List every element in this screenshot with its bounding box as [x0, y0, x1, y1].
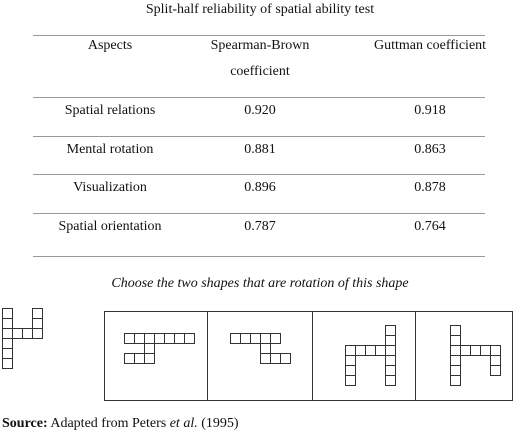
table-cell: 0.920 [244, 103, 276, 118]
table-cell: 0.918 [414, 103, 446, 118]
table-cell: 0.896 [244, 180, 276, 195]
shape-cell [355, 345, 366, 356]
table-cell: 0.863 [414, 142, 446, 157]
source-italic: et al. [169, 416, 198, 431]
shape-cell [385, 375, 396, 386]
shape-cell [365, 345, 376, 356]
shape-cell [184, 333, 195, 344]
shape-cell [134, 333, 145, 344]
shape-cell [2, 338, 13, 349]
shape-cell [470, 345, 481, 356]
rule [33, 35, 485, 36]
rule [33, 136, 485, 137]
shape-cell [260, 343, 271, 354]
shape-cell [450, 365, 461, 376]
table-cell: 0.787 [244, 219, 276, 234]
table-cell: 0.881 [244, 142, 276, 157]
shape-cell [144, 343, 155, 354]
shape-cell [450, 345, 461, 356]
source-text: Adapted from Peters [47, 416, 170, 431]
shape-cell [345, 355, 356, 366]
shape-cell [490, 365, 501, 376]
table-cell: Visualization [73, 180, 147, 195]
source-note: Source: Adapted from Peters et al. (1995… [2, 416, 239, 432]
shape-cell [270, 333, 281, 344]
shape-cell [2, 358, 13, 369]
shape-cell [174, 333, 185, 344]
shape-cell [260, 353, 271, 364]
figure [2, 308, 513, 401]
shape-cell [270, 353, 281, 364]
table-cell: Spatial relations [64, 103, 156, 118]
shape-cell [12, 328, 23, 339]
shape-cell [2, 318, 13, 329]
shape-cell [460, 345, 471, 356]
shape-cell [250, 333, 261, 344]
shape-cell [134, 353, 145, 364]
shape-cell [22, 328, 33, 339]
shape-cell [450, 355, 461, 366]
rule [33, 97, 485, 98]
shape-cell [490, 355, 501, 366]
answer-frame [104, 311, 513, 401]
rule [33, 174, 485, 175]
shape-cell [2, 348, 13, 359]
shape-cell [230, 333, 241, 344]
header-cell: Guttman coefficient [373, 38, 487, 53]
shapes [2, 308, 501, 386]
shape-cell [385, 345, 396, 356]
shape-cell [490, 345, 501, 356]
shape-cell [164, 333, 175, 344]
figure-caption: Choose the two shapes that are rotation … [111, 276, 409, 291]
shape-cell [144, 333, 155, 344]
shape-cell [32, 308, 43, 319]
shape-cell [2, 308, 13, 319]
shape-cell [2, 328, 13, 339]
shape-cell [450, 335, 461, 346]
shape-cell [375, 345, 386, 356]
table-title: Split-half reliability of spatial abilit… [145, 2, 375, 17]
source-text: (1995) [197, 416, 239, 431]
shape-cell [385, 335, 396, 346]
table-cell: 0.878 [414, 180, 446, 195]
table-cell: Mental rotation [66, 142, 154, 157]
shape-cell [345, 345, 356, 356]
shape-cell [450, 325, 461, 336]
rule [33, 213, 485, 214]
shape-cell [124, 353, 135, 364]
shape-cell [240, 333, 251, 344]
shape-cell [450, 375, 461, 386]
shape-cell [144, 353, 155, 364]
shape-cell [480, 345, 491, 356]
shape-cell [124, 333, 135, 344]
shape-cell [345, 375, 356, 386]
shape-cell [280, 353, 291, 364]
shape-cell [345, 365, 356, 376]
table-cell: 0.764 [414, 219, 446, 234]
shape-cell [32, 328, 43, 339]
table-cell: Spatial orientation [58, 219, 162, 234]
shape-cell [154, 333, 165, 344]
header-cell: Spearman-Brown coefficient [210, 38, 310, 79]
shape-cell [32, 318, 43, 329]
source-label: Source: [2, 416, 48, 431]
shape-cell [385, 365, 396, 376]
rule [33, 256, 485, 257]
shape-cell [260, 333, 271, 344]
shape-cell [385, 325, 396, 336]
shape-cell [385, 355, 396, 366]
header-cell: Aspects [87, 38, 133, 53]
